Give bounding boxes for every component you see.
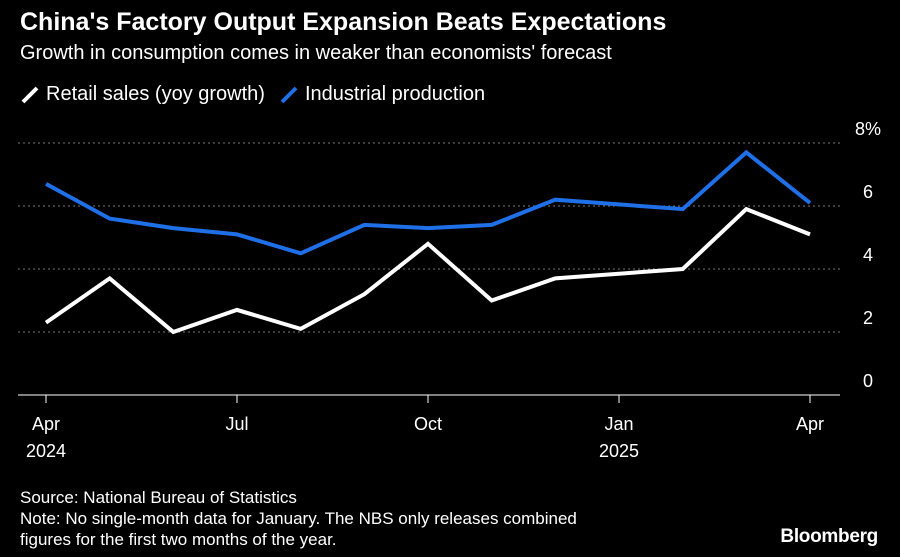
- x-tick-year-label: 2024: [26, 441, 66, 461]
- legend-label-retail-sales: Retail sales (yoy growth): [46, 83, 265, 105]
- x-tick-label: Jul: [225, 414, 248, 434]
- x-tick-year-label: 2025: [599, 441, 639, 461]
- legend-label-industrial-production: Industrial production: [304, 83, 486, 105]
- y-tick-label: 0: [863, 371, 873, 391]
- note-line-1: Note: No single-month data for January. …: [20, 509, 577, 528]
- chart-subtitle: Growth in consumption comes in weaker th…: [20, 42, 612, 64]
- legend-swatch-retail-sales: [21, 86, 39, 103]
- y-tick-label: 8%: [855, 119, 881, 139]
- chart-footer: Source: National Bureau of Statistics No…: [20, 487, 577, 550]
- y-tick-label: 6: [863, 182, 873, 202]
- y-tick-label: 2: [863, 308, 873, 328]
- legend: Retail sales (yoy growth) Industrial pro…: [20, 83, 499, 106]
- legend-swatch-industrial-production: [280, 86, 298, 103]
- x-tick-label: Apr: [796, 414, 824, 434]
- legend-item-industrial-production: Industrial production: [279, 83, 485, 106]
- source-note: Source: National Bureau of Statistics: [20, 488, 297, 507]
- series-line-retail-sales: [44, 206, 811, 335]
- legend-item-retail-sales: Retail sales (yoy growth): [20, 83, 265, 106]
- chart-title: China's Factory Output Expansion Beats E…: [20, 8, 667, 36]
- x-tick-label: Jan: [604, 414, 633, 434]
- x-tick-label: Apr: [32, 414, 60, 434]
- y-tick-label: 4: [863, 245, 873, 265]
- series-line-industrial-production: [45, 149, 812, 256]
- bloomberg-logo: Bloomberg: [780, 526, 878, 547]
- note-line-2: figures for the first two months of the …: [20, 530, 337, 549]
- x-tick-label: Oct: [414, 414, 442, 434]
